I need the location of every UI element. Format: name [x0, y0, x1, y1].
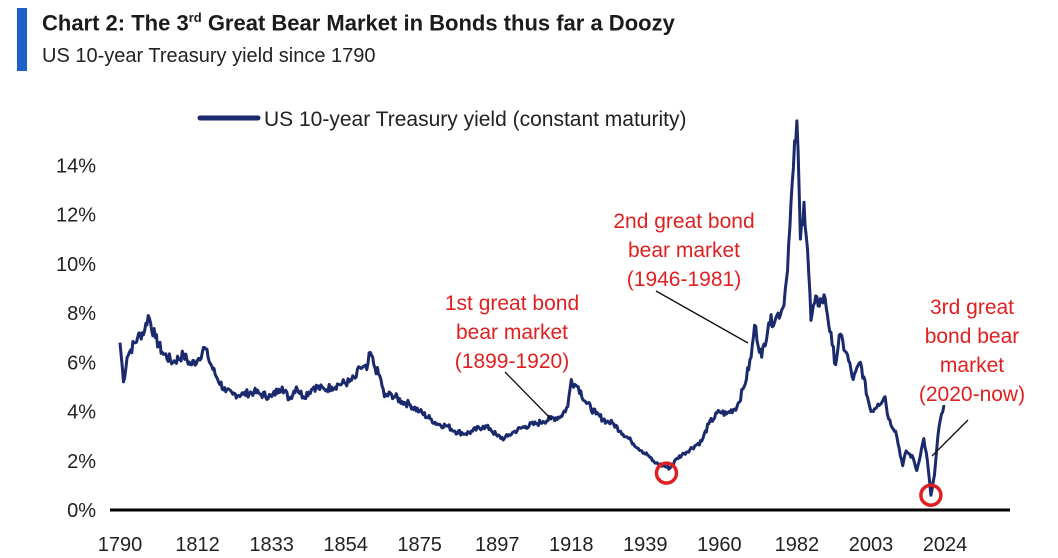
y-tick-label: 12% — [56, 205, 96, 227]
x-tick-label: 1854 — [323, 534, 368, 556]
annotation-text-line: (1946-1981) — [627, 268, 741, 291]
y-tick-label: 8% — [67, 303, 96, 325]
annotation-text-line: bear market — [456, 321, 568, 344]
x-tick-label: 1918 — [549, 534, 594, 556]
y-tick-label: 0% — [67, 500, 96, 522]
y-tick-label: 6% — [67, 352, 96, 374]
x-tick-label: 2024 — [923, 534, 968, 556]
x-tick-label: 1875 — [397, 534, 442, 556]
annotation-leader-line — [931, 419, 969, 457]
annotation-text-line: 1st great bond — [445, 292, 579, 315]
title-accent-bar — [17, 8, 27, 71]
annotation-layer: 1st great bond bear market (1899-1920) 2nd … — [445, 210, 1025, 507]
axis-layer: 0% 2% 4% 6% 8% 10% 12% 14% 1790 1812 1833 1854 1875 1… — [56, 155, 1010, 556]
x-tick-label: 1790 — [98, 534, 143, 556]
chart-title: Chart 2: The 3rd Great Bear Market in Bo… — [42, 10, 675, 36]
annotation-leader-line — [655, 290, 749, 344]
title-rest: Great Bear Market in Bonds thus far a Do… — [201, 10, 675, 36]
annotation-text-line: 3rd great — [930, 296, 1014, 319]
y-tick-label: 4% — [67, 402, 96, 424]
x-tick-label: 2003 — [849, 534, 894, 556]
annotation-leader-line — [504, 371, 553, 421]
annotation-text-line: 2nd great bond — [613, 210, 754, 233]
annotation-text-line: bond bear — [925, 325, 1020, 348]
trough-marker-circle — [919, 483, 943, 507]
x-tick-label: 1897 — [475, 534, 520, 556]
x-tick-label: 1939 — [623, 534, 668, 556]
x-tick-label: 1833 — [249, 534, 294, 556]
annotation-text-line: (2020-now) — [919, 383, 1025, 406]
legend: US 10-year Treasury yield (constant matu… — [197, 108, 686, 131]
chart-subtitle: US 10-year Treasury yield since 1790 — [42, 45, 376, 67]
annotation-text-line: bear market — [628, 239, 740, 262]
y-tick-label: 2% — [67, 451, 96, 473]
legend-label: US 10-year Treasury yield (constant matu… — [264, 108, 686, 131]
series-layer — [118, 119, 946, 497]
x-tick-label: 1982 — [775, 534, 820, 556]
title-main: Chart 2: The 3 — [42, 10, 189, 36]
x-tick-label: 1960 — [697, 534, 742, 556]
annotation-text-line: market — [940, 354, 1004, 377]
y-tick-label: 14% — [56, 155, 96, 177]
y-tick-label: 10% — [56, 254, 96, 276]
annotation-text-line: (1899-1920) — [455, 350, 569, 373]
yield-series-line — [118, 119, 946, 497]
x-tick-label: 1812 — [175, 534, 220, 556]
title-superscript: rd — [188, 10, 202, 25]
trough-marker-circle — [654, 461, 679, 485]
